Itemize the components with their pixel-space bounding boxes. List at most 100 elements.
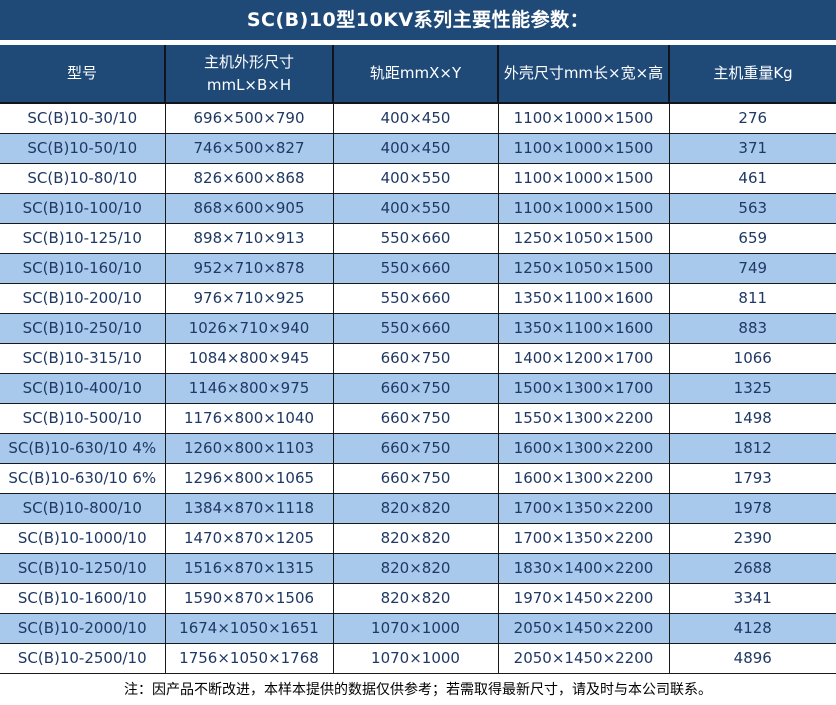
table-cell: 660×750 [332, 462, 499, 494]
table-cell: 461 [668, 162, 836, 194]
table-cell: SC(B)10-2500/10 [0, 642, 166, 674]
table-cell: 746×500×827 [164, 132, 334, 164]
column-header-shell-size: 外壳尺寸mm长×宽×高 [497, 45, 670, 104]
table-cell: SC(B)10-800/10 [0, 492, 166, 524]
table-cell: SC(B)10-1000/10 [0, 522, 166, 554]
page-title: SC(B)10型10KV系列主要性能参数： [0, 0, 836, 40]
table-cell: 1590×870×1506 [164, 582, 334, 614]
table-cell: 2390 [668, 522, 836, 554]
table-cell: 1516×870×1315 [164, 552, 334, 584]
table-cell: SC(B)10-630/10 4% [0, 432, 166, 464]
table-cell: 2050×1450×2200 [497, 612, 670, 644]
table-cell: 898×710×913 [164, 222, 334, 254]
table-cell: 660×750 [332, 402, 499, 434]
table-cell: 550×660 [332, 312, 499, 344]
table-cell: 883 [668, 312, 836, 344]
table-cell: 1384×870×1118 [164, 492, 334, 524]
table-cell: 1100×1000×1500 [497, 162, 670, 194]
table-cell: SC(B)10-2000/10 [0, 612, 166, 644]
table-row: SC(B)10-800/10 1384×870×1118 820×820 1700×1… [0, 492, 836, 524]
table-cell: 1350×1100×1600 [497, 282, 670, 314]
table-cell: 1400×1200×1700 [497, 342, 670, 374]
table-cell: 976×710×925 [164, 282, 334, 314]
column-header-model: 型号 [0, 45, 166, 104]
table-cell: 276 [668, 102, 836, 134]
table-cell: 1026×710×940 [164, 312, 334, 344]
table-cell: 1100×1000×1500 [497, 102, 670, 134]
table-cell: 1070×1000 [332, 612, 499, 644]
table-cell: 1550×1300×2200 [497, 402, 670, 434]
table-cell: SC(B)10-30/10 [0, 102, 166, 134]
table-cell: 2688 [668, 552, 836, 584]
table-cell: 660×750 [332, 342, 499, 374]
table-cell: 820×820 [332, 582, 499, 614]
table-cell: 400×450 [332, 132, 499, 164]
table-row: SC(B)10-100/10 868×600×905 400×550 1100×100… [0, 192, 836, 224]
table-row: SC(B)10-500/10 1176×800×1040 660×750 1550×1… [0, 402, 836, 434]
column-header-dimensions: 主机外形尺寸 mmL×B×H [164, 45, 334, 104]
table-cell: SC(B)10-100/10 [0, 192, 166, 224]
table-cell: SC(B)10-200/10 [0, 282, 166, 314]
column-header-track-gauge: 轨距mmX×Y [332, 45, 499, 104]
table-cell: 371 [668, 132, 836, 164]
table-cell: 952×710×878 [164, 252, 334, 284]
table-cell: 1470×870×1205 [164, 522, 334, 554]
table-cell: 1812 [668, 432, 836, 464]
table-cell: 2050×1450×2200 [497, 642, 670, 674]
table-cell: 826×600×868 [164, 162, 334, 194]
table-cell: 563 [668, 192, 836, 224]
table-row: SC(B)10-2000/10 1674×1050×1651 1070×1000 20… [0, 612, 836, 644]
table-cell: SC(B)10-315/10 [0, 342, 166, 374]
table-row: SC(B)10-630/10 4% 1260×800×1103 660×750 160… [0, 432, 836, 464]
table-cell: 1830×1400×2200 [497, 552, 670, 584]
table-cell: 1250×1050×1500 [497, 252, 670, 284]
title-divider [0, 40, 836, 45]
table-cell: SC(B)10-500/10 [0, 402, 166, 434]
table-cell: SC(B)10-125/10 [0, 222, 166, 254]
table-cell: 550×660 [332, 222, 499, 254]
column-header-weight: 主机重量Kg [668, 45, 836, 104]
table-cell: 1296×800×1065 [164, 462, 334, 494]
table-row: SC(B)10-80/10 826×600×868 400×550 1100×1000… [0, 162, 836, 194]
table-row: SC(B)10-250/10 1026×710×940 550×660 1350×11… [0, 312, 836, 344]
table-cell: 1350×1100×1600 [497, 312, 670, 344]
table-cell: 1674×1050×1651 [164, 612, 334, 644]
table-cell: 820×820 [332, 522, 499, 554]
table-cell: 1070×1000 [332, 642, 499, 674]
footer-note: 注：因产品不断改进，本样本提供的数据仅供参考；若需取得最新尺寸，请及时与本公司联… [0, 672, 836, 704]
table-cell: 1700×1350×2200 [497, 492, 670, 524]
table-cell: 1176×800×1040 [164, 402, 334, 434]
table-cell: 1066 [668, 342, 836, 374]
table-cell: SC(B)10-400/10 [0, 372, 166, 404]
table-cell: 1250×1050×1500 [497, 222, 670, 254]
table-cell: 1146×800×975 [164, 372, 334, 404]
table-cell: 1756×1050×1768 [164, 642, 334, 674]
table-cell: SC(B)10-250/10 [0, 312, 166, 344]
table-cell: 820×820 [332, 552, 499, 584]
table-cell: 1100×1000×1500 [497, 132, 670, 164]
table-row: SC(B)10-160/10 952×710×878 550×660 1250×105… [0, 252, 836, 284]
table-row: SC(B)10-50/10 746×500×827 400×450 1100×1000… [0, 132, 836, 164]
table-cell: 868×600×905 [164, 192, 334, 224]
table-cell: 659 [668, 222, 836, 254]
table-cell: 1700×1350×2200 [497, 522, 670, 554]
table-cell: 550×660 [332, 252, 499, 284]
table-cell: 3341 [668, 582, 836, 614]
table-cell: 1793 [668, 462, 836, 494]
table-body: SC(B)10-30/10 696×500×790 400×450 1100×1000… [0, 102, 836, 674]
table-cell: 4128 [668, 612, 836, 644]
table-cell: 550×660 [332, 282, 499, 314]
table-cell: 400×450 [332, 102, 499, 134]
table-cell: 400×550 [332, 162, 499, 194]
table-cell: 1970×1450×2200 [497, 582, 670, 614]
table-cell: SC(B)10-1250/10 [0, 552, 166, 584]
table-cell: 811 [668, 282, 836, 314]
table-cell: 820×820 [332, 492, 499, 524]
table-row: SC(B)10-125/10 898×710×913 550×660 1250×105… [0, 222, 836, 254]
table-cell: SC(B)10-50/10 [0, 132, 166, 164]
table-row: SC(B)10-400/10 1146×800×975 660×750 1500×13… [0, 372, 836, 404]
table-cell: 1600×1300×2200 [497, 432, 670, 464]
table-cell: SC(B)10-1600/10 [0, 582, 166, 614]
footer-note-row: 注：因产品不断改进，本样本提供的数据仅供参考；若需取得最新尺寸，请及时与本公司联… [0, 672, 836, 704]
